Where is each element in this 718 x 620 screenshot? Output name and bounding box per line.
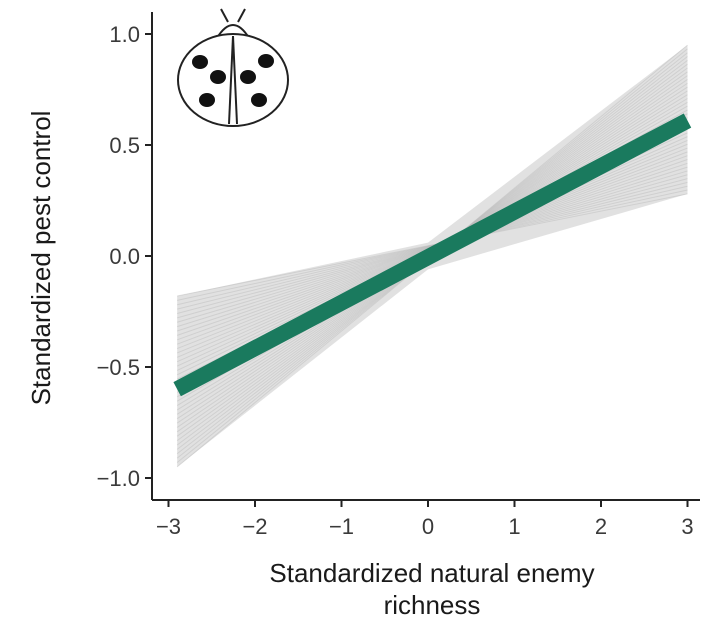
series-line <box>173 113 692 397</box>
x-tick-label: −1 <box>329 514 354 539</box>
y-tick-label: 0.0 <box>109 244 140 269</box>
y-tick-label: −0.5 <box>97 355 140 380</box>
x-tick-label: 3 <box>681 514 693 539</box>
x-ticks: −3 −2 −1 0 1 2 3 <box>156 500 694 539</box>
posterior-draw-line <box>177 185 688 306</box>
x-tick-label: 2 <box>595 514 607 539</box>
series-layer <box>173 113 692 397</box>
y-axis-label: Standardized pest control <box>26 111 56 406</box>
x-tick-label: 1 <box>508 514 520 539</box>
x-tick-label: 0 <box>422 514 434 539</box>
y-tick-label: 0.5 <box>109 133 140 158</box>
posterior-draw-line <box>177 193 688 297</box>
x-tick-label: −3 <box>156 514 181 539</box>
x-tick-label: −2 <box>242 514 267 539</box>
posterior-draw-line <box>177 189 688 301</box>
x-axis-label: Standardized natural enemy richness <box>269 558 594 620</box>
y-tick-label: 1.0 <box>109 22 140 47</box>
y-ticks: −1.0 −0.5 0.0 0.5 1.0 <box>97 22 152 491</box>
ladybug-icon <box>177 8 289 127</box>
y-tick-label: −1.0 <box>97 466 140 491</box>
x-axis-label-line-2: richness <box>384 590 481 620</box>
x-axis-label-line-1: Standardized natural enemy <box>269 558 594 588</box>
posterior-draw-line <box>177 181 688 310</box>
